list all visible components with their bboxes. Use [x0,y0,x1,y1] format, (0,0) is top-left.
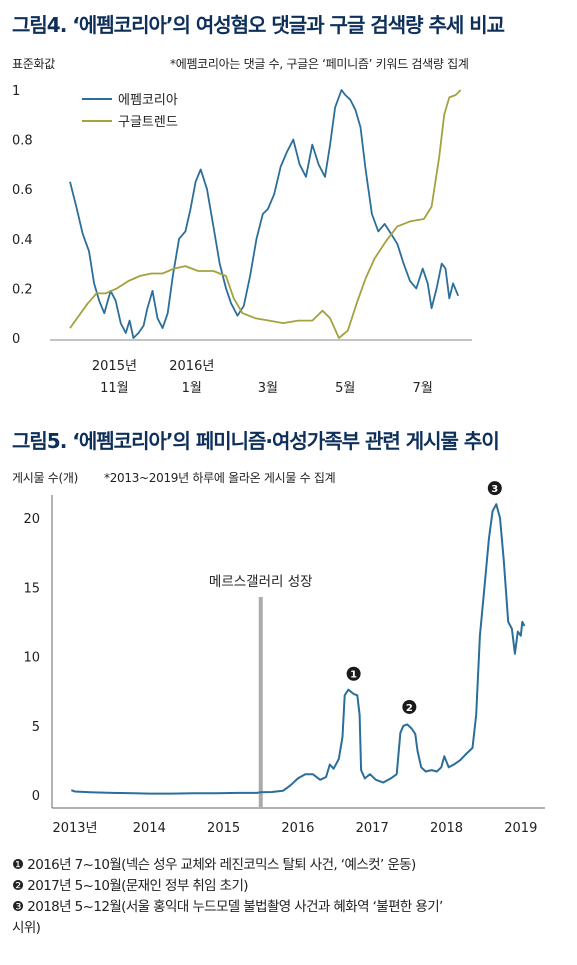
figure4-x-tick-label: 11월 [100,381,129,396]
figure5-y-tick-label: 15 [23,581,40,596]
figure5-y-tick-label: 10 [23,651,40,666]
figure4-x-tick-label: 7월 [413,381,433,396]
figure4-source-note: *에펨코리아는 댓글 수, 구글은 ‘페미니즘’ 키워드 검색량 집계 [170,57,469,71]
figure4-series-line-2 [69,89,462,339]
figure5-x-tick-label: 2018 [430,821,463,836]
figure4-x-tick-label: 2015년 [92,359,137,374]
figure5-x-tick-label: 2019 [504,821,537,836]
figure4-x-tick-label: 5월 [335,381,355,396]
figure4-chart: 0 0.2 0.4 0.6 0.8 1 2015년 11월 2016년 1월 3월 5월 7월 에펨코리아… [12,84,472,396]
figure5-y-tick-label: 5 [32,720,40,735]
figure5-marker-3: 3 [487,481,502,496]
note-text-2: 2017년 5~10월(문재인 정부 취임 초기) [27,878,248,894]
figure5-x-tick-label: 2013년 [52,821,97,836]
figure5-y-tick-label: 0 [32,789,40,804]
figure5-ylabel: 게시물 수(개) [12,471,78,485]
figure4-y-tick-label: 0.6 [12,183,33,198]
figure4-x-tick-label: 1월 [182,381,202,396]
figure4-series-line-1 [69,89,460,339]
figure4-y-tick-label: 1 [12,84,20,99]
figure5-source-note: *2013~2019년 하루에 올라온 게시물 수 집계 [104,471,336,485]
figure4-y-tick-label: 0.8 [12,134,33,149]
figure5-notes: ❶ 2016년 7~10월(넥슨 성우 교체와 레진코믹스 탈퇴 사건, ‘예스… [12,855,443,939]
figure4-x-tick-label: 2016년 [169,359,214,374]
figure5-x-tick-label: 2015 [207,821,240,836]
figure5-marker-number: 2 [406,703,413,714]
figure4-title: 그림4. ‘에펨코리아’의 여성혐오 댓글과 구글 검색량 추세 비교 [12,13,505,37]
figure5-x-tick-label: 2017 [356,821,389,836]
figure5-title: 그림5. ‘에펨코리아’의 페미니즘·여성가족부 관련 게시물 추이 [12,429,500,453]
note-text-3: 2018년 5~12월(서울 홍익대 누드모델 불법촬영 사건과 혜화역 ‘불편… [27,899,443,915]
figure4-y-tick-label: 0.2 [12,282,33,297]
note-item-2: ❷ 2017년 5~10월(문재인 정부 취임 초기) [12,876,443,897]
figure4-x-tick-label: 3월 [258,381,278,396]
note-marker-2: ❷ [12,878,24,894]
figure4-legend-label: 에펨코리아 [118,93,178,108]
note-text-1: 2016년 7~10월(넥슨 성우 교체와 레진코믹스 탈퇴 사건, ‘예스컷’… [27,857,416,873]
figure5-marker-1: 1 [346,666,361,681]
figure5-x-tick-label: 2016 [281,821,314,836]
note-item-3: ❸ 2018년 5~12월(서울 홍익대 누드모델 불법촬영 사건과 혜화역 ‘… [12,897,443,918]
figure5-marker-2: 2 [402,699,417,714]
figure4-y-tick-label: 0.4 [12,233,33,248]
figure4-ylabel: 표준화값 [12,57,55,71]
figure4-y-tick-label: 0 [12,332,20,347]
figure5-marker-number: 3 [491,484,498,495]
figure5-marker-circle [487,481,502,496]
figure5-event-label: 메르스갤러리 성장 [209,574,313,590]
figure5-marker-circle [346,666,361,681]
note-item-3-cont: 시위) [12,918,443,939]
figure5-x-tick-label: 2014 [133,821,166,836]
figure5-series-line [70,503,526,795]
note-item-1: ❶ 2016년 7~10월(넥슨 성우 교체와 레진코믹스 탈퇴 사건, ‘예스… [12,855,443,876]
note-text-3-cont: 시위) [12,920,41,936]
note-marker-1: ❶ [12,857,24,873]
figure5-marker-circle [402,699,417,714]
figure5-marker-number: 1 [350,670,357,681]
figure5-y-tick-label: 20 [23,512,40,527]
figure4-legend-label: 구글트렌드 [118,115,178,130]
note-marker-3: ❸ [12,899,24,915]
